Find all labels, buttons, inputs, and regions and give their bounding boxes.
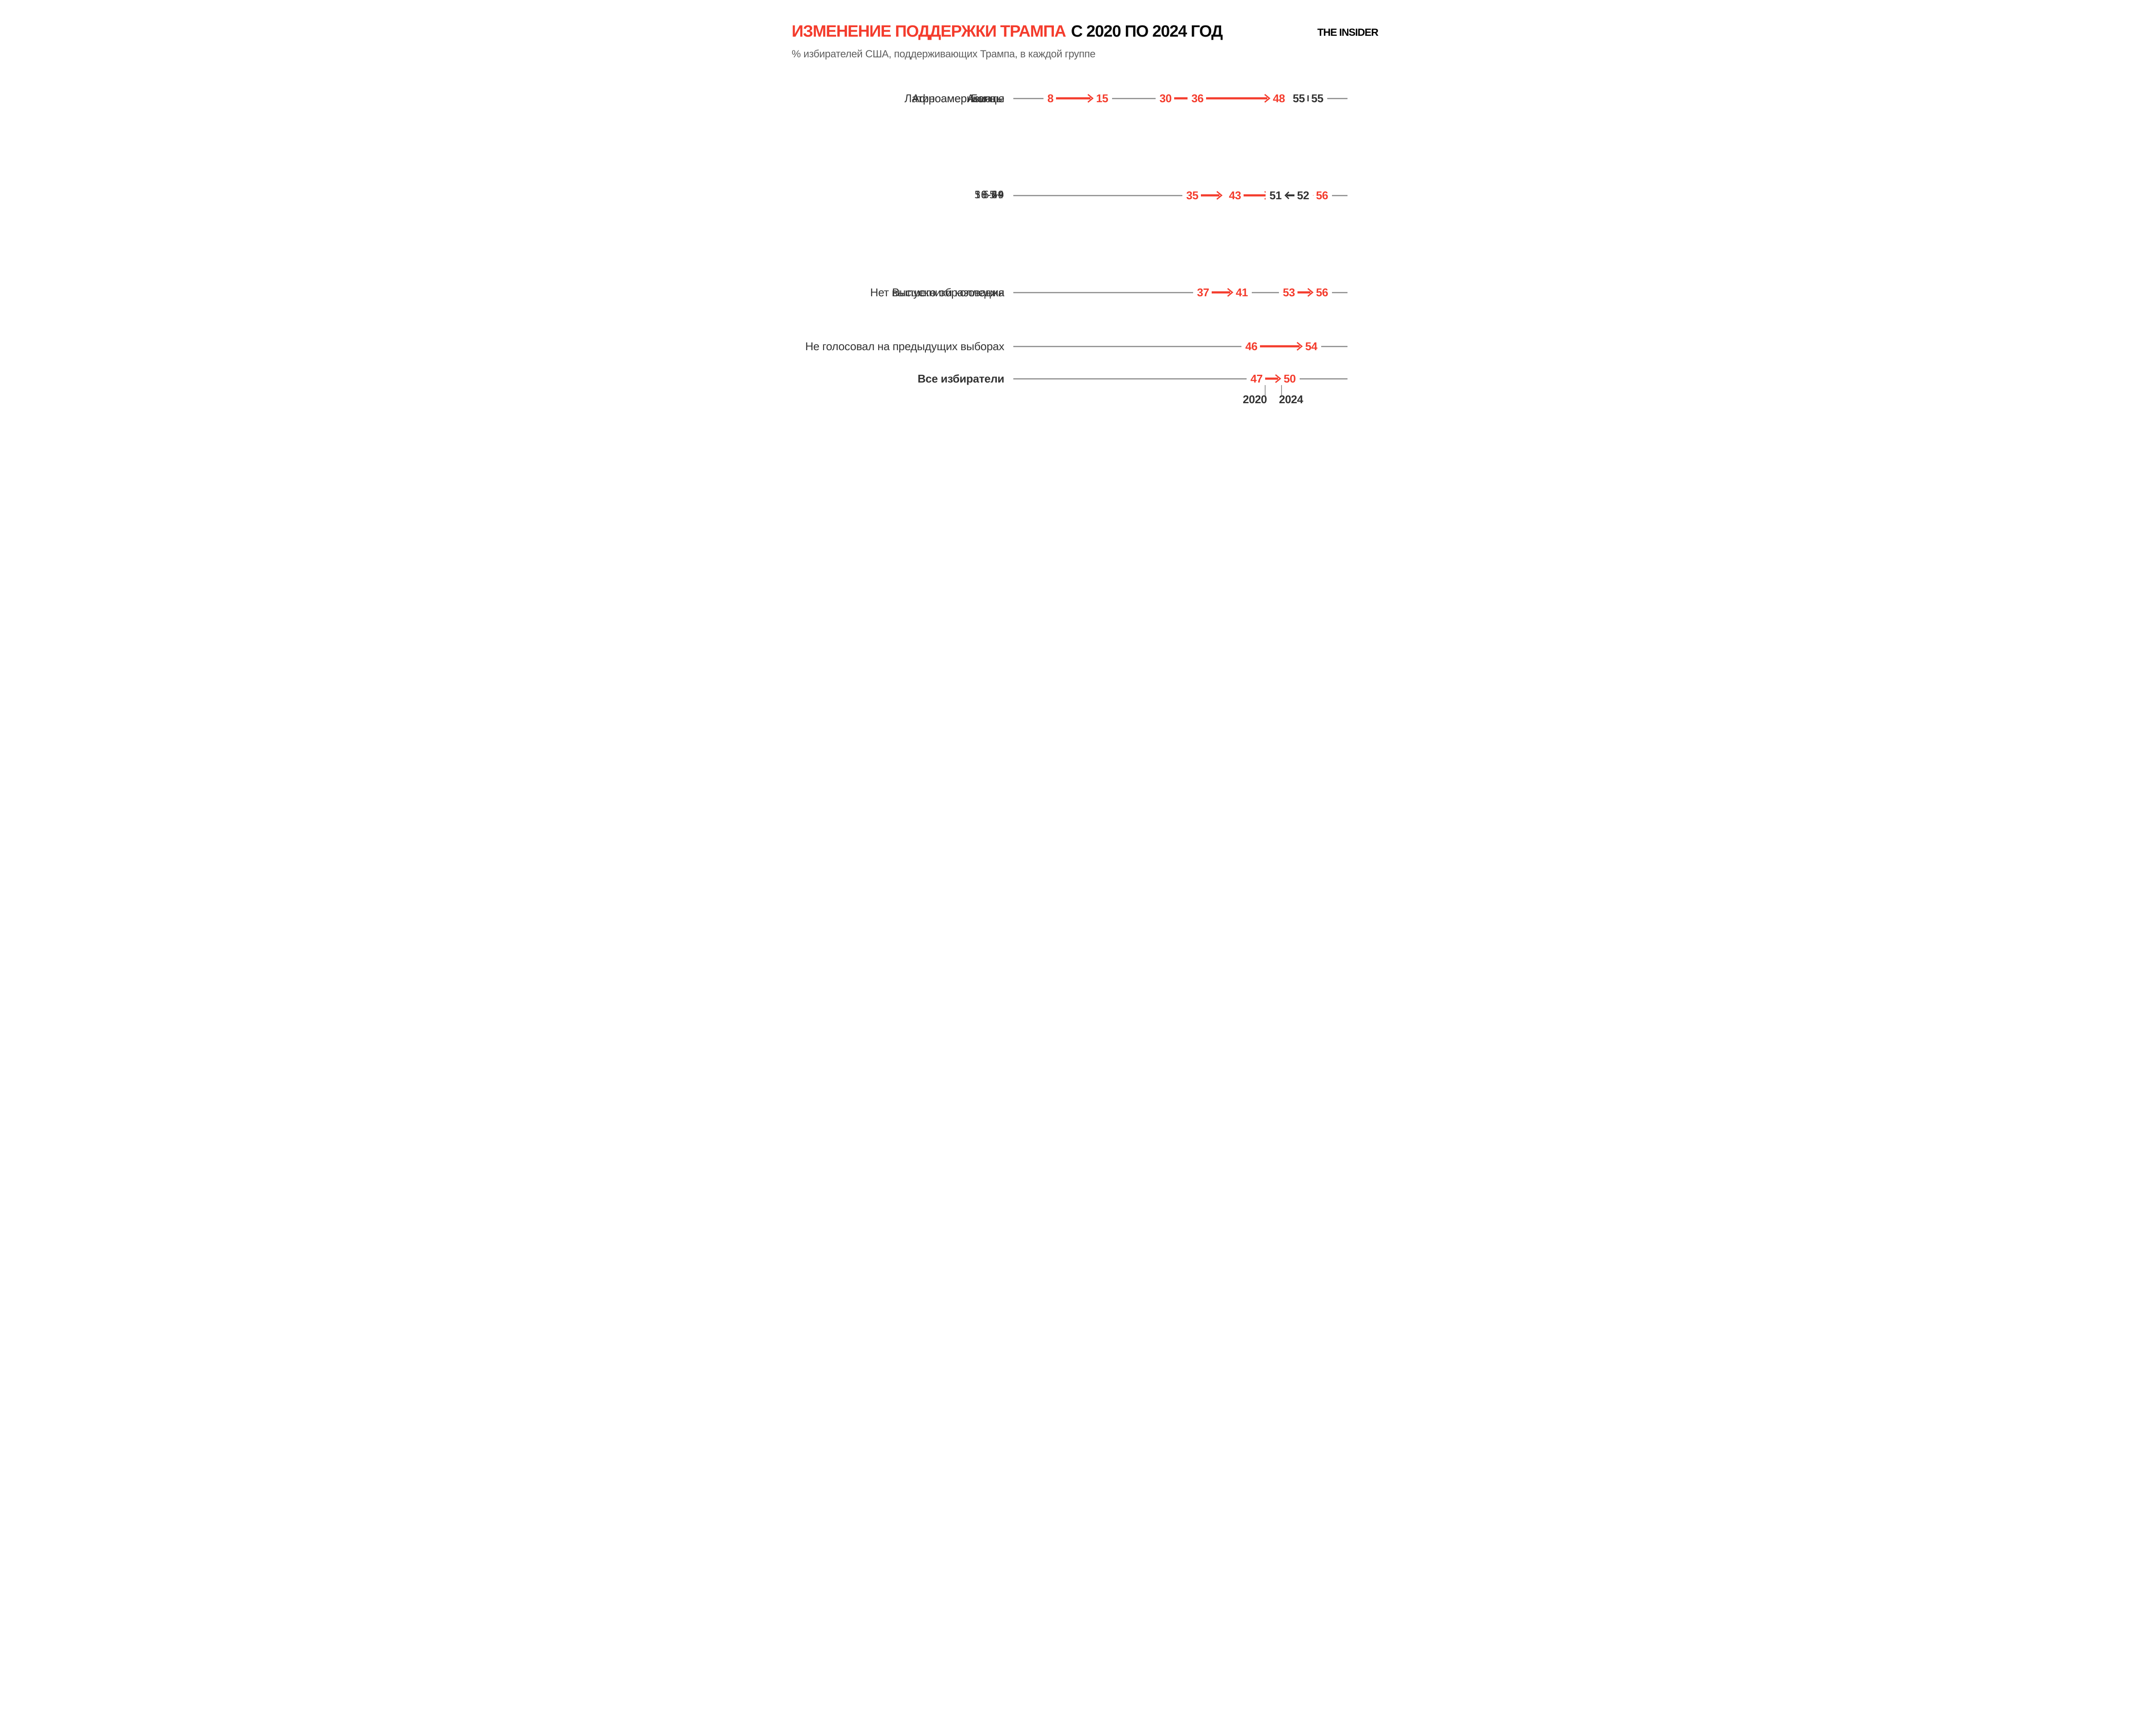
- row-line: [1013, 378, 1348, 380]
- value-2024: 50: [1283, 372, 1296, 385]
- increase-arrow-icon: [1260, 342, 1303, 351]
- value-2024: 55: [1311, 92, 1323, 105]
- value-2024: 54: [1305, 340, 1317, 353]
- increase-arrow-icon: [1206, 94, 1270, 103]
- value-2024: 56: [1316, 189, 1328, 202]
- year-connector-tick: [1281, 384, 1282, 396]
- row-label: Выпускники колледжа: [892, 286, 1005, 299]
- value-2024: 41: [1235, 286, 1248, 299]
- page-title-rest: С 2020 ПО 2024 ГОД: [1071, 22, 1223, 41]
- row-annotation: 51 52: [1266, 189, 1313, 202]
- value-2020: 8: [1047, 92, 1053, 105]
- row-label: 65+: [982, 189, 1004, 201]
- increase-arrow-icon: [1265, 374, 1281, 383]
- row-label: Азиаты: [967, 92, 1005, 105]
- row-line: [1013, 346, 1348, 347]
- value-2020: 53: [1283, 286, 1295, 299]
- increase-arrow-icon: [1297, 288, 1313, 297]
- row-line: [1013, 292, 1348, 293]
- value-2020: 43: [1229, 189, 1241, 202]
- value-2020: 46: [1245, 340, 1257, 353]
- row-label: Белые: [971, 92, 1005, 105]
- value-2020: 35: [1186, 189, 1198, 202]
- row-annotation: 47 50: [1247, 372, 1300, 385]
- row-label: Латиноамериканцы: [904, 92, 1004, 105]
- value-2024: 15: [1096, 92, 1108, 105]
- value-2020: 55: [1293, 92, 1305, 105]
- value-2024: 51: [1269, 189, 1282, 202]
- value-2024: 48: [1272, 92, 1285, 105]
- row-annotation: 53 56: [1279, 286, 1332, 299]
- year-label-2024: 2024: [1279, 393, 1303, 406]
- chart-canvas: ИЗМЕНЕНИЕ ПОДДЕРЖКИ ТРАМПА С 2020 ПО 2024…: [755, 0, 1401, 431]
- value-2020: 47: [1250, 372, 1263, 385]
- value-2024: 56: [1316, 286, 1328, 299]
- value-2020: 30: [1159, 92, 1172, 105]
- page-title-accent: ИЗМЕНЕНИЕ ПОДДЕРЖКИ ТРАМПА: [792, 22, 1066, 41]
- chart-subtitle: % избирателей США, поддерживающих Трампа…: [792, 48, 1096, 60]
- row-label: Все избиратели: [917, 372, 1004, 385]
- increase-arrow-icon: [1211, 288, 1233, 297]
- no-change-tick: [1307, 95, 1309, 101]
- row-line: [1013, 195, 1348, 196]
- year-connector-tick: [1265, 384, 1266, 396]
- row-annotation: 37 41: [1193, 286, 1252, 299]
- increase-arrow-icon: [1056, 94, 1094, 103]
- row-label: Не голосовал на предыдущих выборах: [805, 340, 1004, 353]
- value-2020: 52: [1297, 189, 1309, 202]
- row-label: 30-49: [974, 189, 1004, 201]
- value-2020: 37: [1197, 286, 1209, 299]
- row-label: 50-64: [974, 189, 1004, 201]
- increase-arrow-icon: [1200, 191, 1222, 200]
- row-label: Афроамериканцы: [912, 92, 1004, 105]
- page-title: ИЗМЕНЕНИЕ ПОДДЕРЖКИ ТРАМПА С 2020 ПО 2024…: [792, 22, 1223, 41]
- decrease-arrow-icon: [1284, 191, 1294, 200]
- row-label: Нет высшего образования: [870, 286, 1004, 299]
- row-annotation: 36 48: [1188, 92, 1289, 105]
- row-label: 18-29: [974, 189, 1004, 201]
- year-label-2020: 2020: [1243, 393, 1267, 406]
- row-annotation: 8 15: [1044, 92, 1112, 105]
- row-annotation: 55 55: [1289, 92, 1327, 105]
- row-annotation: 46 54: [1241, 340, 1321, 353]
- the-insider-logo: THE INSIDER: [1317, 27, 1379, 38]
- value-2020: 36: [1191, 92, 1203, 105]
